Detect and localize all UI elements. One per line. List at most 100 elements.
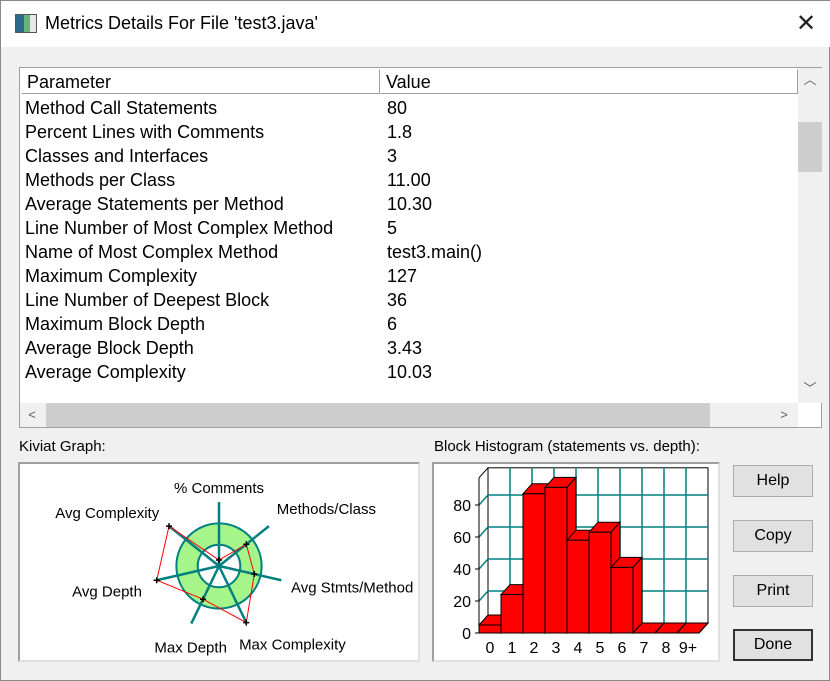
histogram-bar — [478, 624, 502, 634]
histogram-ytick-label: 40 — [453, 562, 471, 579]
kiviat-axis-label: Avg Depth — [72, 583, 142, 600]
table-row[interactable]: Line Number of Most Complex Method 5 — [21, 216, 798, 240]
histogram-xtick-label: 2 — [530, 640, 539, 657]
scroll-down-icon[interactable]: ﹀ — [803, 381, 817, 396]
vertical-scrollbar[interactable]: ︿ ﹀ — [798, 68, 822, 403]
table-row[interactable]: Maximum Complexity 127 — [21, 264, 798, 288]
histogram-xtick-label: 8 — [662, 640, 671, 657]
value-cell: 36 — [387, 290, 408, 310]
value-cell: 1.8 — [387, 122, 413, 142]
kiviat-axis-label: Max Depth — [154, 640, 227, 657]
histogram-y-axis-top — [478, 467, 489, 479]
close-icon[interactable]: ✕ — [795, 10, 817, 37]
done-button[interactable]: Done — [733, 629, 813, 661]
kiviat-graph: % Comments Methods/Class Avg Stmts/Method M… — [55, 480, 413, 657]
value-cell: 80 — [387, 98, 408, 118]
kiviat-axis — [156, 564, 220, 582]
parameter-cell: Name of Most Complex Method — [25, 242, 279, 262]
parameter-cell: Method Call Statements — [25, 98, 218, 118]
column-header-value[interactable]: Value — [380, 69, 798, 94]
value-cell: 3.43 — [387, 338, 423, 358]
kiviat-axis-label: Max Complexity — [239, 637, 346, 654]
table-row[interactable]: Classes and Interfaces 3 — [21, 144, 798, 168]
histogram-gridline-side — [478, 494, 489, 506]
table-row[interactable]: Average Block Depth 3.43 — [21, 336, 798, 360]
table-row[interactable]: Line Number of Deepest Block 36 — [21, 288, 798, 312]
histogram-xtick-label: 3 — [552, 640, 561, 657]
parameter-cell: Methods per Class — [25, 170, 176, 190]
value-cell: 127 — [387, 266, 418, 286]
table-row[interactable]: Maximum Block Depth 6 — [21, 312, 798, 336]
kiviat-point — [243, 541, 250, 548]
kiviat-axis — [190, 565, 221, 625]
value-cell: 6 — [387, 314, 398, 334]
histogram-ytick-label: 20 — [453, 594, 471, 611]
value-cell: 10.30 — [387, 194, 433, 214]
histogram-xtick-label: 5 — [596, 640, 605, 657]
histogram-ytick-label: 0 — [462, 626, 471, 643]
value-cell: 5 — [387, 218, 398, 238]
parameter-cell: Line Number of Most Complex Method — [25, 218, 334, 238]
metrics-table: Parameter Value Method Call Statements 80… — [19, 67, 822, 428]
histogram-bar — [566, 539, 590, 634]
horizontal-scrollbar[interactable]: < > — [20, 403, 798, 427]
histogram-bar — [500, 594, 524, 634]
window-title: Metrics Details For File 'test3.java' — [45, 13, 318, 33]
kiviat-point — [153, 577, 160, 584]
kiviat-axis-label: Avg Complexity — [55, 505, 159, 522]
kiviat-point — [166, 523, 173, 530]
histogram-panel: 0 20 40 60 80 0 1 2 3 4 5 6 7 8 9+ — [432, 462, 720, 662]
kiviat-axis — [217, 565, 248, 625]
table-row[interactable]: Percent Lines with Comments 1.8 — [21, 120, 798, 144]
parameter-cell: Average Complexity — [25, 362, 186, 382]
vertical-scroll-thumb[interactable] — [798, 122, 822, 172]
histogram-bar — [588, 531, 612, 634]
histogram-xtick-label: 6 — [618, 640, 627, 657]
kiviat-axis-label: % Comments — [174, 480, 264, 497]
histogram-bar — [610, 566, 634, 634]
parameter-cell: Percent Lines with Comments — [25, 122, 265, 142]
parameter-cell: Average Statements per Method — [25, 194, 284, 214]
table-row[interactable]: Methods per Class 11.00 — [21, 168, 798, 192]
app-icon — [15, 14, 37, 33]
table-row[interactable]: Name of Most Complex Method test3.main() — [21, 240, 798, 264]
column-header-parameter[interactable]: Parameter — [21, 69, 380, 94]
kiviat-axis — [218, 564, 282, 582]
value-cell: 10.03 — [387, 362, 433, 382]
scroll-up-icon[interactable]: ︿ — [803, 72, 817, 87]
parameter-cell: Average Block Depth — [25, 338, 194, 358]
kiviat-point — [251, 571, 258, 578]
histogram-xtick-label: 0 — [486, 640, 495, 657]
value-cell: 11.00 — [387, 170, 431, 190]
parameter-cell: Classes and Interfaces — [25, 146, 209, 166]
print-button[interactable]: Print — [733, 575, 813, 607]
kiviat-point — [243, 619, 250, 626]
histogram-bar — [522, 493, 546, 634]
table-row[interactable]: Average Statements per Method 10.30 — [21, 192, 798, 216]
histogram-bar-side — [632, 556, 643, 635]
histogram-bar-side — [698, 622, 709, 634]
horizontal-scroll-thumb[interactable] — [46, 403, 710, 427]
kiviat-axis — [168, 525, 220, 567]
value-cell: test3.main() — [387, 242, 483, 262]
kiviat-axis-label: Methods/Class — [277, 501, 376, 518]
kiviat-point — [216, 557, 222, 564]
table-row[interactable]: Method Call Statements 80 — [21, 96, 798, 120]
histogram-gridline-side — [478, 590, 489, 602]
histogram-bar — [544, 486, 568, 634]
parameter-cell: Maximum Complexity — [25, 266, 198, 286]
copy-button[interactable]: Copy — [733, 520, 813, 552]
histogram-xtick-label: 1 — [508, 640, 517, 657]
histogram-gridline-side — [478, 526, 489, 538]
histogram-ytick-label: 60 — [453, 530, 471, 547]
table-row[interactable]: Average Complexity 10.03 — [21, 360, 798, 384]
histogram-ytick-label: 80 — [453, 498, 471, 515]
scroll-left-icon[interactable]: < — [28, 407, 36, 422]
kiviat-axis-label: Avg Stmts/Method — [291, 579, 413, 596]
value-cell: 3 — [387, 146, 398, 166]
histogram-xtick-label: 7 — [640, 640, 649, 657]
scroll-right-icon[interactable]: > — [780, 407, 788, 422]
help-button[interactable]: Help — [733, 465, 813, 497]
kiviat-label: Kiviat Graph: — [19, 438, 106, 455]
